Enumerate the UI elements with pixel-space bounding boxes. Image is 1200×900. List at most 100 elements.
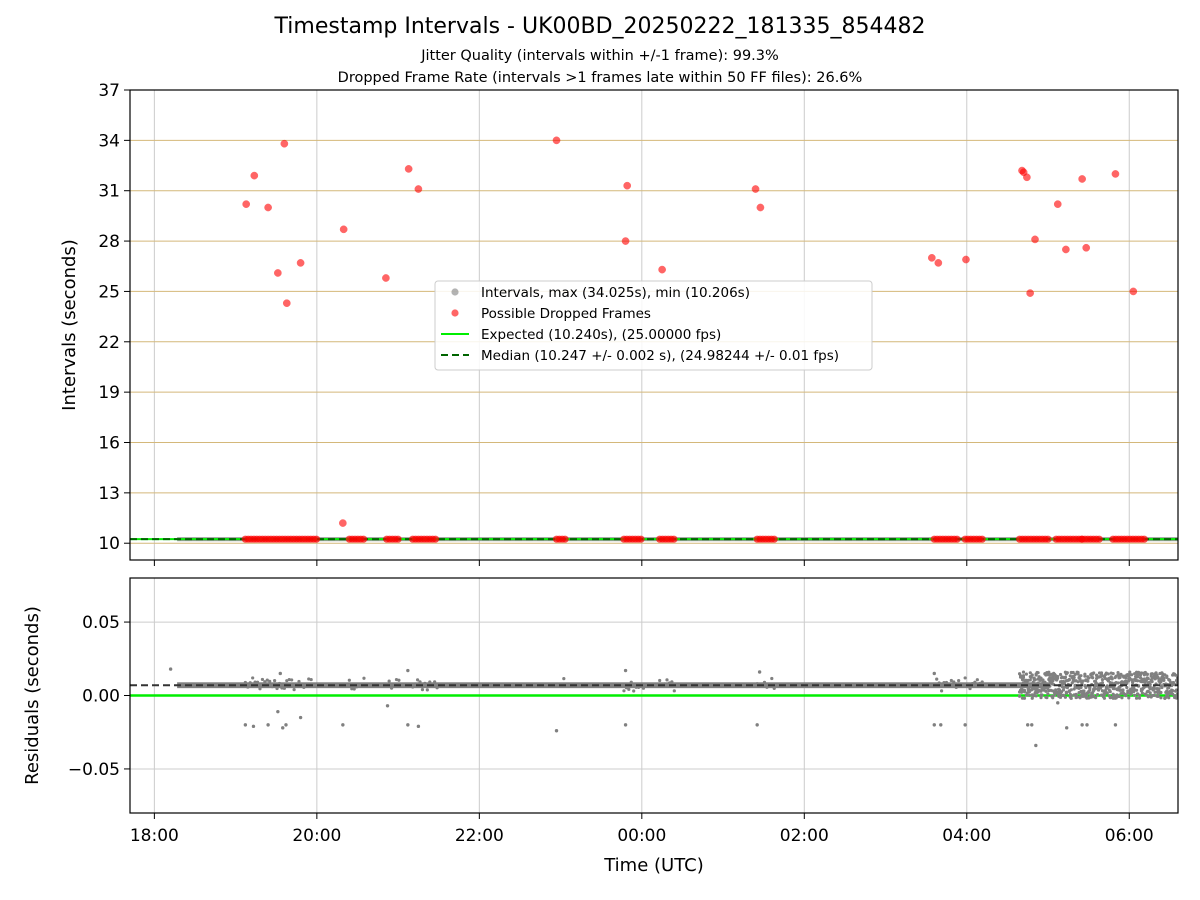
- residual-point: [258, 687, 262, 691]
- residual-point: [1094, 696, 1098, 700]
- dropped-frame-point: [382, 274, 390, 282]
- dropped-frame-point: [1095, 535, 1103, 543]
- residual-point: [1105, 691, 1109, 695]
- residual-point: [251, 724, 256, 729]
- bottom-plot-area: [130, 667, 1178, 748]
- residual-point: [1110, 677, 1114, 681]
- residual-point: [1046, 692, 1050, 696]
- residual-point: [1061, 688, 1066, 692]
- residual-point: [1034, 743, 1038, 748]
- residual-point: [1062, 685, 1067, 689]
- dropped-frame-point: [250, 171, 259, 180]
- residual-point: [1076, 670, 1080, 675]
- dropped-frame-point: [431, 535, 440, 543]
- residual-point: [266, 723, 270, 727]
- dropped-frame-point: [751, 185, 760, 193]
- residual-point: [667, 681, 672, 685]
- residual-point: [963, 723, 967, 727]
- residual-point: [411, 685, 415, 689]
- residual-point: [1130, 673, 1134, 677]
- residual-point: [287, 677, 291, 682]
- residual-point: [1065, 726, 1069, 730]
- residual-point: [276, 709, 280, 714]
- residual-point: [1173, 673, 1178, 677]
- dropped-frame-point: [1140, 535, 1148, 543]
- residual-point: [1171, 689, 1175, 693]
- residual-point: [385, 704, 390, 708]
- residual-point: [1033, 678, 1037, 682]
- residual-point: [1034, 673, 1038, 677]
- residual-point: [357, 684, 361, 688]
- residual-point: [932, 723, 936, 727]
- residual-point: [944, 680, 949, 685]
- residual-point: [658, 678, 662, 683]
- bottom-x-tick-label: 00:00: [617, 826, 666, 846]
- residual-point: [1127, 696, 1131, 700]
- residual-point: [168, 667, 173, 671]
- residual-point: [1159, 696, 1163, 700]
- residual-point: [1098, 675, 1103, 679]
- residual-point: [980, 680, 984, 684]
- residual-point: [757, 670, 762, 674]
- residual-point: [1022, 696, 1027, 700]
- residual-point: [263, 680, 267, 684]
- residual-point: [1150, 672, 1154, 676]
- residual-point: [1088, 685, 1092, 689]
- residual-point: [1174, 695, 1178, 699]
- legend-dropped-marker: [451, 309, 459, 317]
- residual-point: [1058, 672, 1063, 677]
- residual-point: [243, 723, 248, 727]
- residual-point: [1039, 689, 1043, 693]
- residual-point: [1076, 680, 1080, 684]
- residual-point: [1167, 696, 1171, 700]
- residual-point: [350, 687, 354, 691]
- residual-point: [260, 677, 265, 682]
- residual-point: [1054, 688, 1058, 692]
- residual-point: [623, 668, 628, 673]
- residual-point: [1165, 674, 1169, 678]
- x-axis-label: Time (UTC): [603, 855, 704, 876]
- residual-point: [672, 689, 676, 693]
- residual-point: [1017, 694, 1022, 698]
- bottom-x-tick-label: 18:00: [130, 826, 179, 846]
- dropped-frame-point: [1031, 235, 1039, 244]
- residual-point: [762, 680, 767, 684]
- dropped-frame-point: [623, 181, 632, 190]
- top-y-tick-label: 34: [98, 131, 120, 151]
- dropped-frame-point: [756, 203, 765, 212]
- bottom-y-tick-label: 0.00: [82, 687, 120, 707]
- bottom-x-tick-label: 04:00: [942, 826, 991, 846]
- residual-point: [292, 688, 296, 692]
- residual-point: [1072, 675, 1076, 680]
- residual-point: [253, 680, 257, 684]
- residual-point: [1106, 672, 1110, 676]
- residual-point: [954, 685, 958, 689]
- residual-point: [670, 680, 674, 684]
- residual-point: [1134, 688, 1139, 692]
- residual-point: [1071, 670, 1075, 675]
- residual-point: [765, 685, 769, 689]
- residual-point: [1121, 688, 1125, 692]
- residual-point: [347, 678, 351, 682]
- residual-point: [251, 676, 255, 680]
- dropped-frame-point: [1129, 287, 1138, 296]
- residual-point: [1030, 673, 1034, 677]
- residual-point: [309, 677, 313, 682]
- residual-point: [952, 680, 956, 684]
- residual-point: [1021, 670, 1026, 674]
- dropped-frame-point: [404, 165, 413, 173]
- residual-point: [957, 679, 961, 683]
- residual-point: [1145, 672, 1149, 676]
- dropped-frame-point: [339, 225, 348, 234]
- residual-point: [1148, 687, 1152, 691]
- residual-point: [243, 680, 247, 685]
- residual-point: [1156, 693, 1160, 697]
- top-y-tick-label: 22: [98, 333, 120, 353]
- residual-point: [632, 689, 636, 693]
- dropped-frame-point: [770, 535, 778, 543]
- residual-point: [282, 686, 286, 690]
- residual-point: [270, 685, 274, 689]
- residual-point: [1027, 693, 1031, 697]
- residual-point: [1134, 696, 1139, 700]
